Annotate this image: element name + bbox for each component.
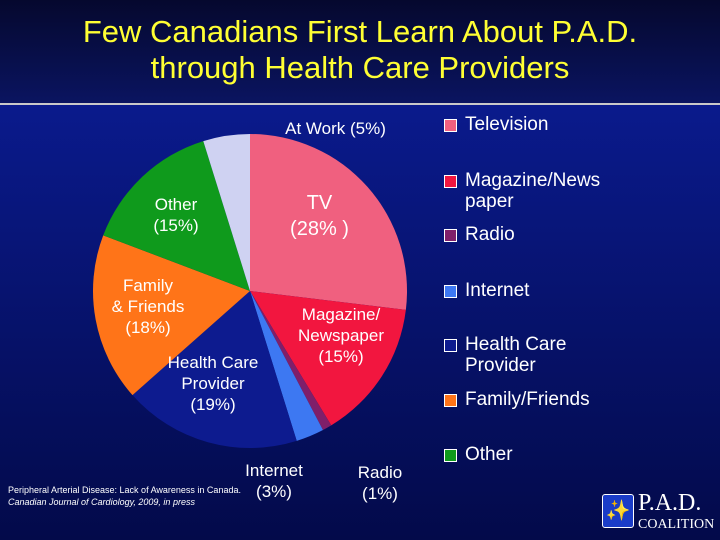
slice-label-internet: Internet (3%) [245,461,303,501]
pad-coalition-logo: ✨ P.A.D. COALITION [602,490,718,538]
logo-org: COALITION [638,517,715,532]
citation: Peripheral Arterial Disease: Lack of Awa… [8,484,241,508]
slice-label-family-friends: Family & Friends (18%) [111,276,185,337]
slice-label-other: Other (15%) [153,195,199,235]
pie-slice-radio [250,291,332,431]
legend-item-television: Television [444,114,548,135]
legend-label: Other [465,444,513,465]
legend-label: Internet [465,280,530,301]
legend-item-other: Other [444,444,513,465]
slice-label-tv: TV (28% ) [290,192,349,240]
legend-swatch-health-care-provider [444,339,457,352]
walking-figure-icon: ✨ [602,494,634,528]
legend-swatch-radio [444,229,457,242]
legend-item-radio: Radio [444,224,515,245]
slice-label-health-care-provider: Health Care Provider (19%) [167,353,259,414]
legend-item-magazine-newspaper: Magazine/News paper [444,170,600,212]
slide-title: Few Canadians First Learn About P.A.D. t… [82,14,638,85]
legend-swatch-other [444,449,457,462]
slice-label-radio: Radio (1%) [357,463,403,503]
legend-item-family-friends: Family/Friends [444,389,590,410]
citation-journal: Canadian Journal of Cardiology, 2009, in… [8,497,195,507]
legend-item-health-care-provider: Health Care Provider [444,334,566,376]
logo-name: P.A.D. [638,490,702,516]
pie-slice-other [103,141,250,291]
legend-swatch-family-friends [444,394,457,407]
pie-slice-internet [250,291,323,441]
pie-slice-at-work [203,134,250,291]
legend-swatch-television [444,119,457,132]
pie-slice-health-care-provider [132,291,297,449]
pie-slice-tv [250,134,408,310]
legend-swatch-magazine-newspaper [444,175,457,188]
legend-label: Magazine/News paper [465,170,601,212]
legend-swatch-internet [444,285,457,298]
title-banner: Few Canadians First Learn About P.A.D. t… [0,0,720,105]
slice-label-at-work: At Work (5%) [285,119,386,138]
citation-title: Peripheral Arterial Disease: Lack of Awa… [8,485,241,495]
legend-label: Television [465,114,549,135]
pie-slice-magazine-newspaper [250,291,406,426]
legend-item-internet: Internet [444,280,529,301]
legend-label: Family/Friends [465,389,590,410]
legend-label: Radio [465,224,515,245]
legend-label: Health Care Provider [465,334,567,376]
slice-label-magazine-newspaper: Magazine/ Newspaper (15%) [298,305,384,366]
pie-slice-family-friends [92,235,251,396]
